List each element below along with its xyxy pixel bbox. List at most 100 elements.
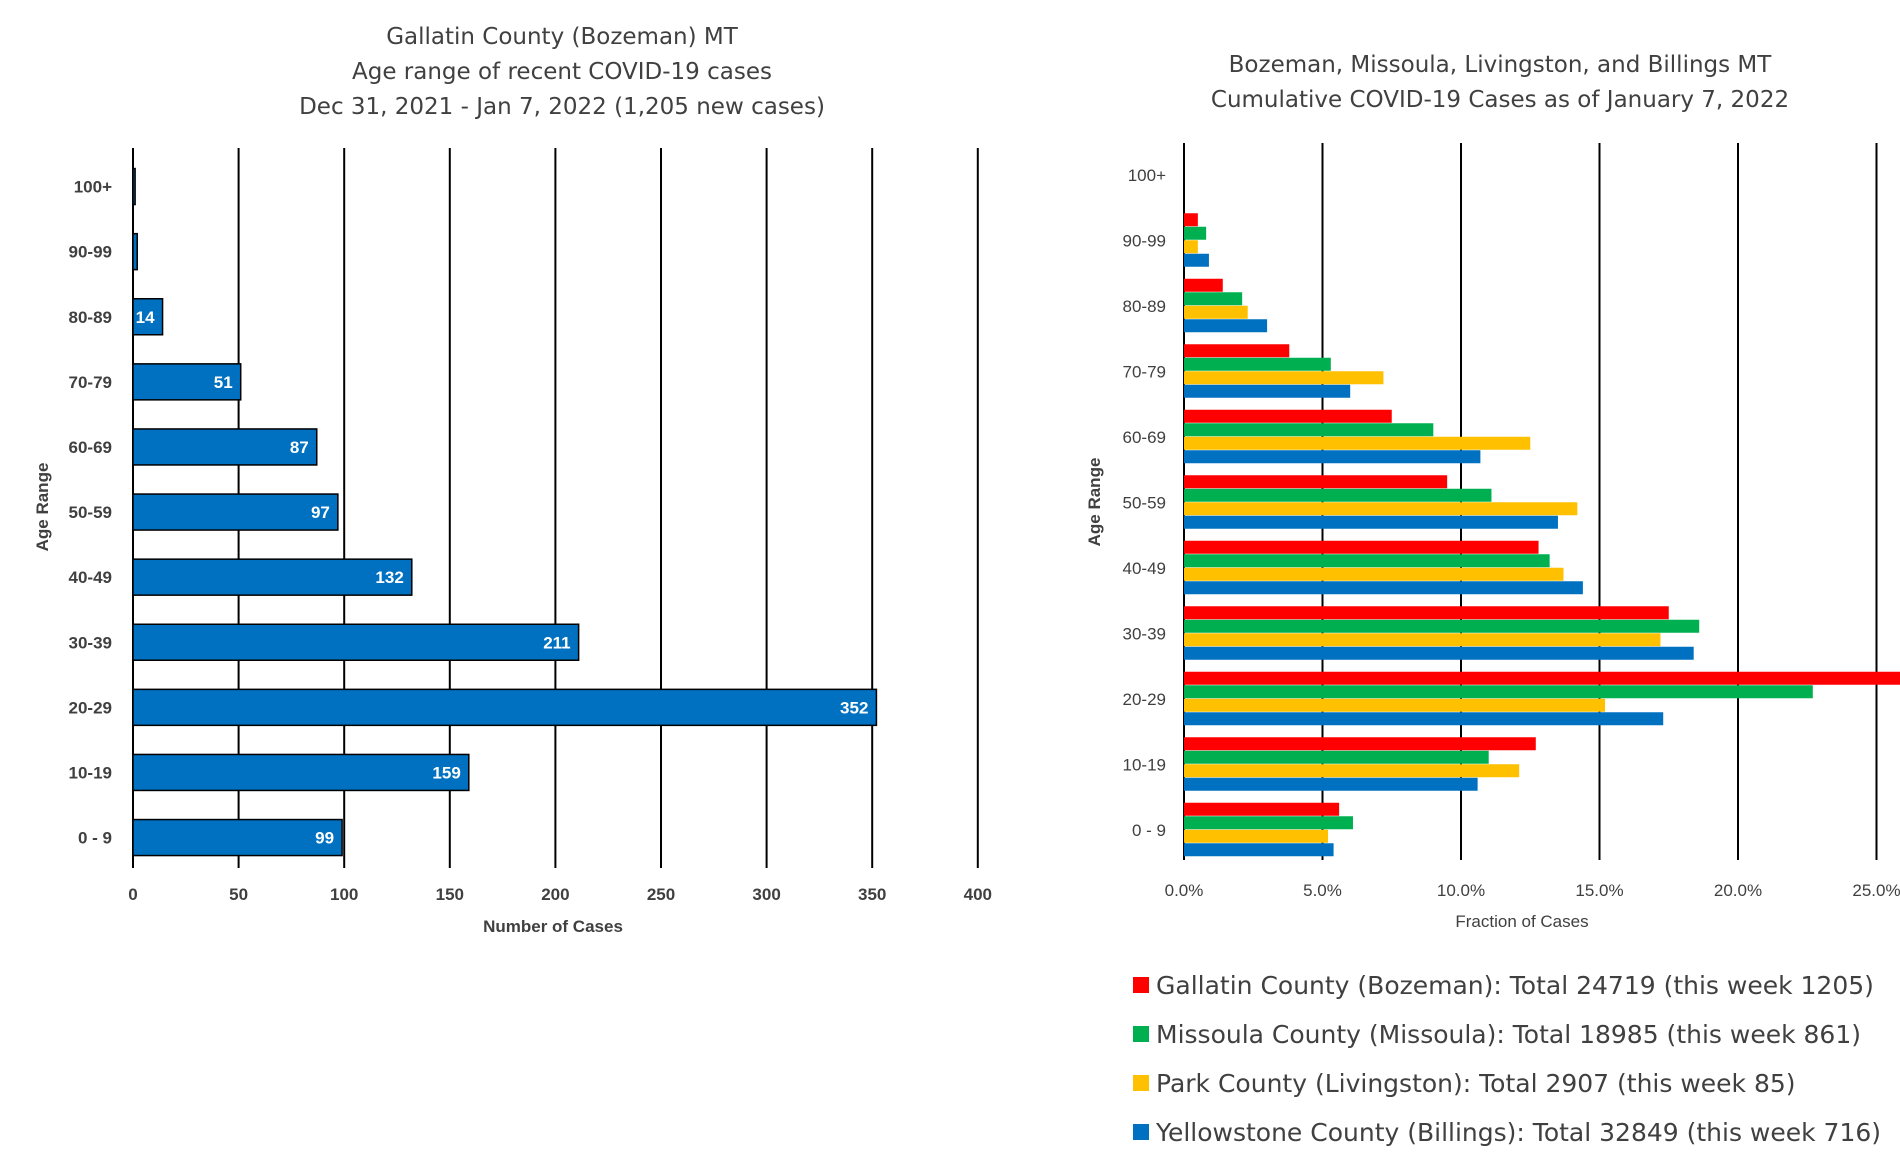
left-y-axis-title: Age Range bbox=[33, 463, 52, 552]
right-bars bbox=[1184, 213, 1900, 857]
left-data-label: 159 bbox=[432, 763, 460, 782]
right-bar bbox=[1184, 843, 1334, 857]
left-x-tick-label: 150 bbox=[436, 885, 464, 904]
right-bar bbox=[1184, 671, 1900, 685]
left-x-tick-label: 0 bbox=[128, 885, 137, 904]
right-bar bbox=[1184, 213, 1198, 227]
right-x-tick-label: 0.0% bbox=[1165, 881, 1204, 900]
right-bar bbox=[1184, 646, 1694, 660]
right-y-tick-label: 90-99 bbox=[1123, 231, 1166, 250]
left-x-ticks: 0 50 100 150 200 250 300 350 400 bbox=[128, 885, 992, 904]
left-y-tick-label: 30-39 bbox=[69, 633, 112, 652]
left-x-tick-label: 100 bbox=[330, 885, 358, 904]
right-y-tick-label: 80-89 bbox=[1123, 297, 1166, 316]
right-title-line-1: Bozeman, Missoula, Livingston, and Billi… bbox=[1229, 52, 1773, 78]
legend-swatch bbox=[1133, 1075, 1149, 1091]
right-y-tick-label: 20-29 bbox=[1123, 690, 1166, 709]
right-bar bbox=[1184, 698, 1606, 712]
left-data-label: 211 bbox=[543, 633, 570, 652]
right-bar bbox=[1184, 409, 1392, 423]
left-data-label: 99 bbox=[315, 829, 334, 848]
right-x-tick-label: 10.0% bbox=[1437, 881, 1485, 900]
right-legend: Gallatin County (Bozeman): Total 24719 (… bbox=[1133, 971, 1881, 1147]
right-y-tick-label: 70-79 bbox=[1123, 362, 1166, 381]
left-data-label: 97 bbox=[311, 503, 330, 522]
right-y-tick-label: 50-59 bbox=[1123, 493, 1166, 512]
right-x-tick-label: 5.0% bbox=[1303, 881, 1342, 900]
right-bar bbox=[1184, 619, 1700, 633]
right-bar bbox=[1184, 685, 1813, 699]
left-y-tick-label: 20-29 bbox=[69, 698, 112, 717]
right-bar bbox=[1184, 581, 1583, 595]
legend-entry-label: Yellowstone County (Billings): Total 328… bbox=[1155, 1118, 1881, 1147]
right-bar bbox=[1184, 305, 1248, 319]
right-x-tick-label: 20.0% bbox=[1714, 881, 1762, 900]
left-data-label: 87 bbox=[290, 438, 309, 457]
right-bar bbox=[1184, 540, 1539, 554]
right-bar bbox=[1184, 384, 1351, 398]
right-bar bbox=[1184, 515, 1558, 529]
right-bar bbox=[1184, 554, 1550, 568]
left-bar bbox=[132, 232, 138, 271]
left-y-tick-label: 0 - 9 bbox=[78, 829, 112, 848]
right-y-axis-title: Age Range bbox=[1085, 458, 1104, 547]
left-bar bbox=[132, 428, 318, 466]
right-bar bbox=[1184, 253, 1209, 267]
right-bar bbox=[1184, 802, 1340, 816]
right-x-tick-label: 15.0% bbox=[1575, 881, 1623, 900]
right-bar bbox=[1184, 502, 1578, 516]
left-bars: 14 51 87 97 132 211 352 159 99 bbox=[132, 167, 878, 857]
legend-entry-label: Park County (Livingston): Total 2907 (th… bbox=[1156, 1069, 1796, 1098]
left-bar bbox=[132, 363, 242, 401]
left-y-tick-label: 90-99 bbox=[69, 243, 112, 262]
right-x-tick-label: 25.0% bbox=[1852, 881, 1900, 900]
right-y-tick-label: 10-19 bbox=[1123, 755, 1166, 774]
left-bar bbox=[132, 688, 878, 727]
right-bar bbox=[1184, 292, 1243, 306]
right-bar bbox=[1184, 488, 1492, 502]
right-bar bbox=[1184, 371, 1384, 385]
left-x-tick-label: 250 bbox=[647, 885, 675, 904]
left-x-tick-label: 400 bbox=[964, 885, 992, 904]
left-y-tick-label: 80-89 bbox=[69, 308, 112, 327]
right-bar bbox=[1184, 712, 1664, 726]
right-y-tick-label: 100+ bbox=[1128, 166, 1166, 185]
left-x-axis-title: Number of Cases bbox=[483, 917, 623, 936]
left-title-line-3: Dec 31, 2021 - Jan 7, 2022 (1,205 new ca… bbox=[299, 94, 825, 120]
left-data-label: 132 bbox=[375, 568, 403, 587]
legend-entry-label: Gallatin County (Bozeman): Total 24719 (… bbox=[1156, 971, 1874, 1000]
right-bar bbox=[1184, 764, 1520, 778]
right-bar bbox=[1184, 240, 1198, 254]
left-title-line-2: Age range of recent COVID-19 cases bbox=[352, 59, 772, 85]
right-bar bbox=[1184, 475, 1448, 489]
left-x-tick-label: 200 bbox=[541, 885, 569, 904]
right-y-ticks: 100+ 90-99 80-89 70-79 60-69 50-59 40-49 30-39 2… bbox=[1123, 166, 1167, 840]
left-y-tick-label: 40-49 bbox=[69, 568, 112, 587]
right-bar bbox=[1184, 829, 1329, 843]
right-title-line-2: Cumulative COVID-19 Cases as of January … bbox=[1211, 87, 1789, 113]
left-bar bbox=[132, 167, 136, 206]
right-y-tick-label: 30-39 bbox=[1123, 624, 1166, 643]
right-bar bbox=[1184, 357, 1331, 371]
right-chart: Bozeman, Missoula, Livingston, and Billi… bbox=[1085, 52, 1900, 1147]
right-y-tick-label: 40-49 bbox=[1123, 559, 1166, 578]
left-bar bbox=[132, 818, 343, 857]
right-bar bbox=[1184, 344, 1290, 358]
legend-swatch bbox=[1133, 1026, 1149, 1042]
left-y-ticks: 100+ 90-99 80-89 70-79 60-69 50-59 40-49 30-39 2… bbox=[69, 178, 113, 848]
right-bar bbox=[1184, 423, 1434, 437]
left-bar bbox=[132, 753, 470, 792]
left-y-tick-label: 100+ bbox=[74, 178, 112, 197]
left-data-label: 352 bbox=[840, 698, 868, 717]
right-bar bbox=[1184, 567, 1564, 581]
right-bar bbox=[1184, 737, 1536, 751]
right-bar bbox=[1184, 777, 1478, 791]
left-x-tick-label: 350 bbox=[858, 885, 886, 904]
right-bar bbox=[1184, 816, 1353, 830]
right-x-ticks: 0.0%5.0%10.0%15.0%20.0%25.0%30.0%35.0% bbox=[1165, 881, 1900, 900]
left-y-tick-label: 50-59 bbox=[69, 503, 112, 522]
left-gridlines bbox=[132, 148, 979, 868]
right-bar bbox=[1184, 450, 1481, 464]
right-y-tick-label: 0 - 9 bbox=[1132, 821, 1166, 840]
